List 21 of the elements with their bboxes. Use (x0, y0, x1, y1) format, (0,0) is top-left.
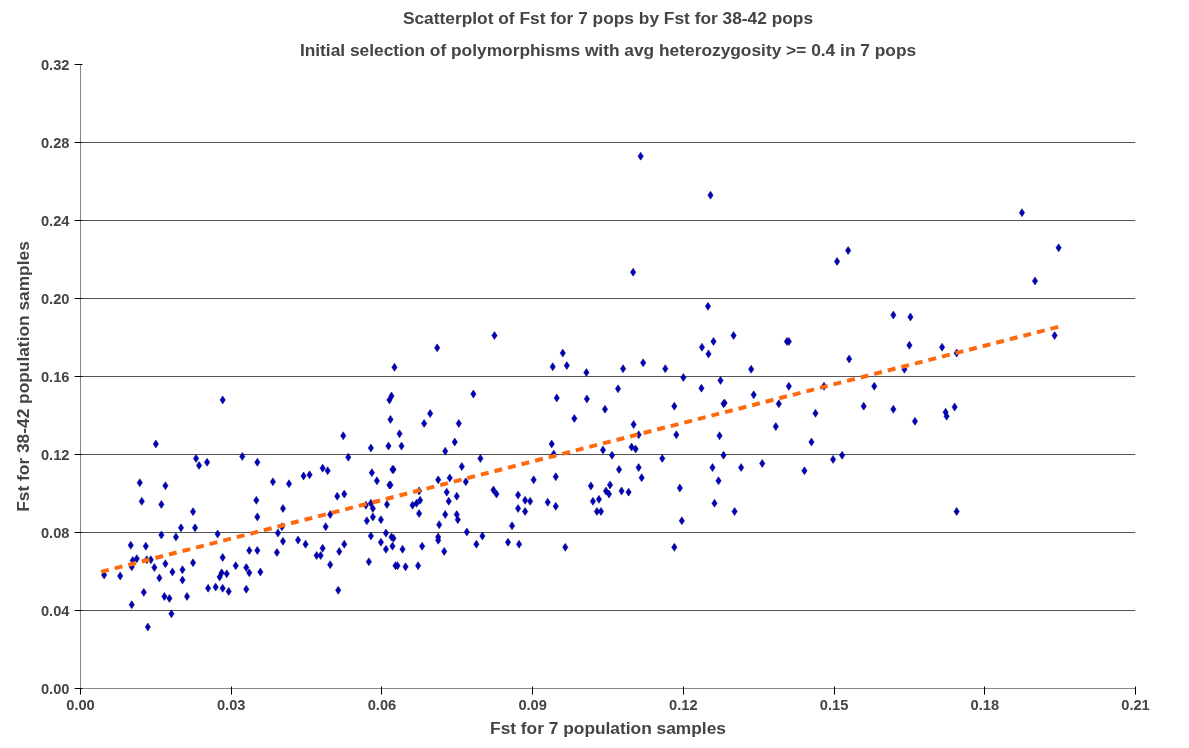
x-tick-label: 0.12 (669, 696, 698, 713)
y-tick-label: 0.32 (40, 56, 70, 73)
y-tick-label: 0.00 (40, 680, 70, 697)
x-tick-label: 0.18 (970, 696, 1000, 713)
x-tick-label: 0.03 (216, 696, 246, 713)
x-tick-label: 0.09 (518, 696, 547, 713)
y-tick-label: 0.12 (40, 446, 70, 463)
y-tick-label: 0.04 (40, 602, 71, 619)
chart-title: Scatterplot of Fst for 7 pops by Fst for 38-42 pops (402, 7, 814, 28)
y-tick-label: 0.20 (40, 290, 70, 307)
x-tick-label: 0.06 (367, 696, 397, 713)
y-tick-label: 0.16 (40, 368, 70, 385)
x-tick-label: 0.21 (1121, 696, 1150, 713)
chart-subtitle: Initial selection of polymorphisms with avg heterozygosity >= 0.4 in 7 pops (299, 39, 917, 60)
y-axis-title: Fst for 38-42 population samples (12, 241, 33, 512)
y-tick-label: 0.28 (40, 134, 70, 151)
y-tick-label: 0.24 (40, 212, 71, 229)
x-tick-label: 0.00 (66, 696, 95, 713)
y-tick-label: 0.08 (40, 524, 70, 541)
x-axis-title: Fst for 7 population samples (490, 717, 726, 738)
x-tick-label: 0.15 (819, 696, 849, 713)
